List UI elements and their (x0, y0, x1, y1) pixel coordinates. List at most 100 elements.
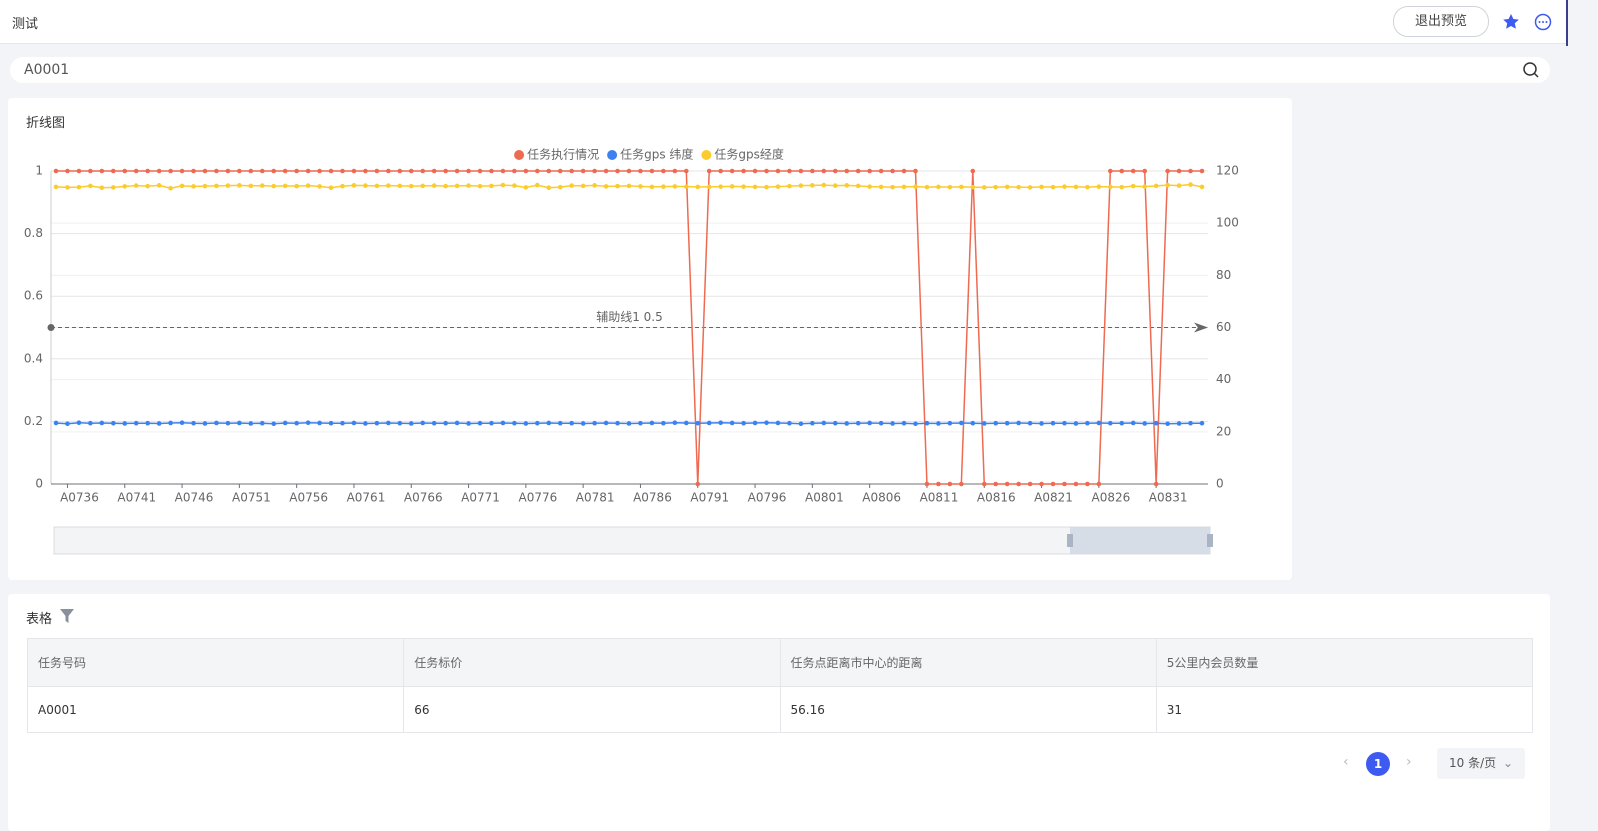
table-cell: 56.16 (779, 686, 1157, 733)
data-point (569, 168, 574, 174)
table-card: 表格 任务号码 任务标价 任务点距离市中心的距离 5公里内会员数量 A0001 … (8, 594, 1550, 831)
prev-page[interactable]: ‹ (1343, 754, 1349, 770)
data-point (1039, 481, 1044, 487)
data-point (832, 183, 838, 188)
data-zoom-handle[interactable] (1207, 534, 1213, 547)
data-point (237, 420, 242, 426)
search-icon[interactable] (1522, 61, 1540, 79)
data-point (88, 420, 93, 426)
legend-label: 任务gps经度 (714, 147, 784, 162)
next-page[interactable]: › (1406, 754, 1412, 770)
data-point (133, 420, 139, 426)
table-cell: 31 (1155, 686, 1534, 733)
data-point (1027, 185, 1033, 190)
mark-line-arrow (1194, 322, 1208, 333)
data-point (729, 168, 735, 174)
data-point (156, 421, 162, 426)
data-point (489, 420, 494, 426)
data-point (718, 184, 723, 189)
data-point (970, 420, 976, 426)
data-point (981, 481, 987, 487)
data-point (225, 420, 231, 426)
star-icon[interactable] (1502, 13, 1520, 31)
data-point (179, 183, 185, 189)
data-point (1130, 420, 1136, 426)
data-point (1050, 420, 1056, 426)
data-point (133, 183, 139, 188)
data-point (798, 168, 804, 174)
data-point (844, 168, 850, 174)
data-point (99, 168, 105, 174)
data-point (924, 420, 930, 426)
filter-icon[interactable] (59, 608, 75, 624)
data-point (1096, 420, 1102, 426)
data-point (351, 183, 357, 188)
current-page[interactable]: 1 (1366, 752, 1390, 776)
data-point (328, 420, 334, 426)
data-point (592, 168, 597, 174)
data-point (901, 184, 907, 190)
data-point (523, 168, 529, 174)
page-size-select[interactable]: 10 条/页 ⌄ (1437, 748, 1525, 779)
data-point (214, 183, 219, 189)
data-point (65, 168, 70, 174)
data-point (214, 168, 219, 174)
data-point (890, 421, 895, 426)
table-cell: A0001 (26, 686, 405, 733)
page-title: 测试 (12, 17, 39, 32)
table-title: 表格 (26, 612, 53, 627)
data-point (901, 420, 907, 426)
data-point (1199, 168, 1205, 174)
x-tick-label: A0761 (347, 491, 386, 505)
table-row: A0001 66 56.16 31 (26, 686, 1534, 733)
data-point (787, 168, 792, 174)
data-point (603, 168, 609, 174)
data-point (1062, 481, 1067, 487)
data-point (1039, 421, 1044, 426)
data-point (1016, 420, 1021, 426)
y2-tick-label: 80 (1216, 268, 1231, 282)
data-point (981, 421, 987, 426)
data-point (363, 183, 368, 188)
data-zoom[interactable] (53, 526, 1211, 555)
data-point (684, 420, 689, 426)
y2-tick-label: 20 (1216, 424, 1231, 438)
data-point (1142, 421, 1147, 426)
x-tick-label: A0801 (805, 491, 844, 505)
data-point (1119, 184, 1125, 190)
x-tick-label: A0821 (1034, 491, 1073, 505)
y2-tick-label: 0 (1216, 477, 1224, 491)
data-point (695, 184, 701, 190)
data-point (878, 168, 884, 174)
data-point (1188, 420, 1193, 426)
data-zoom-handle[interactable] (1067, 534, 1073, 547)
x-tick-label: A0811 (920, 491, 959, 505)
data-point (615, 168, 620, 174)
data-point (661, 420, 666, 426)
data-point (271, 168, 277, 174)
data-point (775, 168, 781, 174)
data-point (729, 184, 735, 189)
data-point (1130, 183, 1136, 189)
search-box[interactable]: A0001 (10, 57, 1550, 83)
data-point (1096, 184, 1102, 189)
data-point (294, 168, 299, 174)
x-tick-label: A0766 (404, 491, 443, 505)
data-point (1130, 168, 1136, 174)
data-point (706, 184, 712, 190)
data-point (202, 168, 208, 174)
data-zoom-window[interactable] (1070, 527, 1210, 554)
y-tick-label: 0 (35, 477, 43, 491)
data-point (111, 420, 116, 426)
chat-icon[interactable] (1534, 13, 1552, 31)
data-point (145, 183, 150, 189)
search-value: A0001 (24, 62, 70, 78)
x-tick-label: A0781 (576, 491, 615, 505)
data-point (1199, 184, 1205, 190)
data-point (1062, 184, 1067, 189)
exit-preview-button[interactable]: 退出预览 (1393, 6, 1489, 37)
data-point (798, 421, 804, 427)
data-point (1176, 183, 1182, 188)
legend-marker (701, 150, 712, 160)
data-point (729, 420, 735, 426)
